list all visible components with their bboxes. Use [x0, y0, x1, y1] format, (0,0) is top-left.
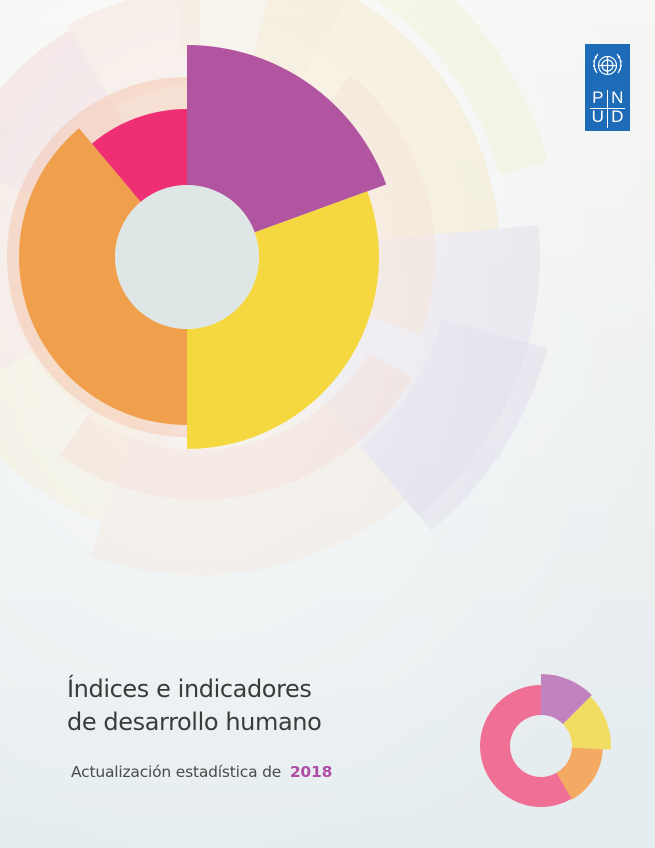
mini-segment-orange — [556, 747, 603, 800]
donut-hole — [115, 185, 259, 329]
document-subtitle: Actualización estadística de 2018 — [71, 763, 332, 781]
donut-segment-orange — [18, 128, 187, 425]
small-donut-graphic — [480, 674, 611, 807]
main-donut-chart — [7, 45, 387, 449]
un-emblem-icon — [592, 53, 623, 76]
title-line-2: de desarrollo humano — [67, 708, 322, 736]
subtitle-text: Actualización estadística de — [71, 763, 282, 781]
donut-segment-yellow — [187, 191, 379, 449]
title-line-1: Índices e indicadores — [67, 675, 312, 703]
document-title: Índices e indicadores de desarrollo huma… — [67, 673, 322, 739]
donut-segment-pink — [91, 109, 187, 202]
edition-year: 2018 — [289, 763, 333, 781]
donut-segment-magenta — [187, 45, 387, 233]
mini-segment-purple — [541, 674, 592, 725]
mini-segment-yellow — [562, 696, 611, 750]
pnud-logo: P N U D — [585, 44, 630, 131]
logo-letter-n: N — [611, 88, 624, 107]
logo-letter-d: D — [611, 107, 624, 126]
logo-letter-p: P — [592, 88, 604, 107]
logo-letter-u: U — [591, 107, 604, 126]
mini-segment-pink — [480, 685, 541, 807]
